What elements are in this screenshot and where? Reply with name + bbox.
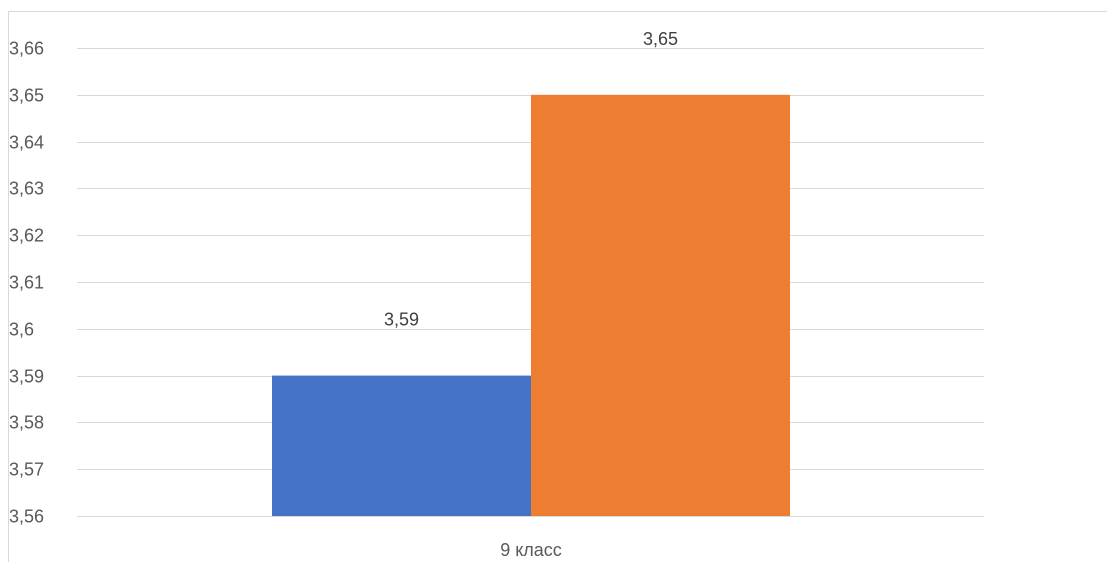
x-axis-tick-labels: 9 класс (500, 540, 562, 560)
chart-frame-left-border (8, 11, 9, 562)
y-tick-label: 3,66 (9, 39, 44, 59)
y-tick-label: 3,59 (9, 367, 44, 387)
y-tick-label: 3,64 (9, 133, 44, 153)
bar (272, 375, 531, 516)
data-labels: 3,59 3,65 (384, 29, 678, 330)
chart-frame-top-border (8, 11, 1107, 12)
data-label: 3,59 (384, 310, 419, 330)
y-tick-label: 3,61 (9, 273, 44, 293)
x-tick-label: 9 класс (500, 540, 562, 560)
data-label: 3,65 (643, 29, 678, 49)
y-tick-label: 3,58 (9, 413, 44, 433)
y-tick-label: 3,6 (9, 320, 34, 340)
y-tick-label: 3,62 (9, 226, 44, 246)
y-tick-label: 3,56 (9, 507, 44, 527)
y-tick-label: 3,63 (9, 179, 44, 199)
y-tick-label: 3,57 (9, 460, 44, 480)
bar (531, 94, 790, 517)
bars (272, 94, 790, 517)
y-tick-label: 3,65 (9, 86, 44, 106)
y-axis-tick-labels: 3,56 3,57 3,58 3,59 3,6 3,61 3,62 3,63 3,64 3,65 3… (9, 39, 44, 527)
